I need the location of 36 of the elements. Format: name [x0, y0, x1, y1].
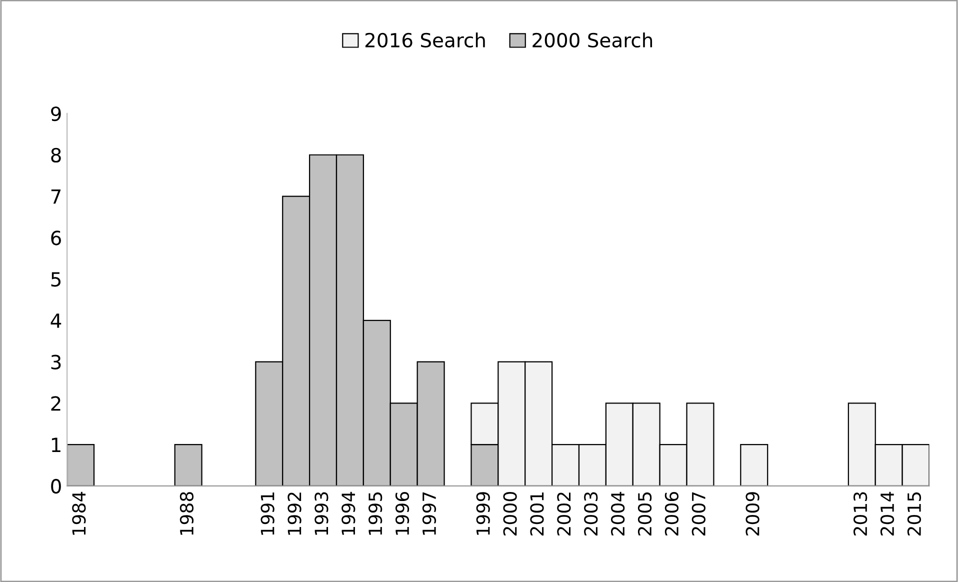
y-tick-label: 6: [51, 230, 61, 246]
x-tick-label: 2005: [638, 492, 652, 536]
y-tick-label: 1: [52, 438, 60, 452]
y-tick-label: 5: [51, 272, 60, 287]
x-tick-label: 1995: [368, 492, 382, 535]
y-tick-label: 0: [51, 478, 61, 494]
y-tick-label: 8: [51, 148, 61, 163]
y-tick-label: 3: [51, 354, 61, 370]
x-tick-label: 1993: [314, 492, 328, 535]
x-tick-label: 1991: [260, 492, 274, 535]
x-tick-label: 2001: [530, 492, 544, 536]
legend-label: 2000 Search: [532, 32, 652, 48]
x-tick-label: 2015: [907, 492, 922, 536]
x-tick-label: 1997: [422, 492, 436, 535]
x-tick-label: 2004: [610, 492, 625, 536]
x-tick-label: 2006: [664, 492, 679, 536]
legend-label: 2016 Search: [365, 32, 485, 48]
x-tick-label: 1999: [476, 492, 490, 535]
x-tick-label: 1994: [342, 492, 356, 535]
x-tick-label: 1996: [395, 492, 410, 535]
x-tick-label: 2009: [746, 492, 760, 536]
y-tick-label: 4: [50, 314, 62, 328]
y-tick-label: 9: [51, 106, 61, 122]
x-tick-label: 1992: [288, 492, 302, 535]
x-tick-label: 2014: [880, 492, 894, 536]
x-tick-label: 2002: [557, 492, 571, 536]
x-tick-label: 2007: [692, 492, 706, 536]
y-tick-label: 2: [51, 396, 60, 411]
x-tick-label: 1988: [180, 492, 194, 535]
x-tick-label: 2003: [584, 492, 598, 536]
x-tick-label: 1984: [72, 492, 86, 535]
x-tick-label: 2013: [853, 492, 868, 536]
bar: [174, 444, 202, 486]
y-tick-label: 7: [51, 189, 61, 204]
x-tick-label: 2000: [503, 492, 517, 536]
bar: [740, 444, 768, 486]
